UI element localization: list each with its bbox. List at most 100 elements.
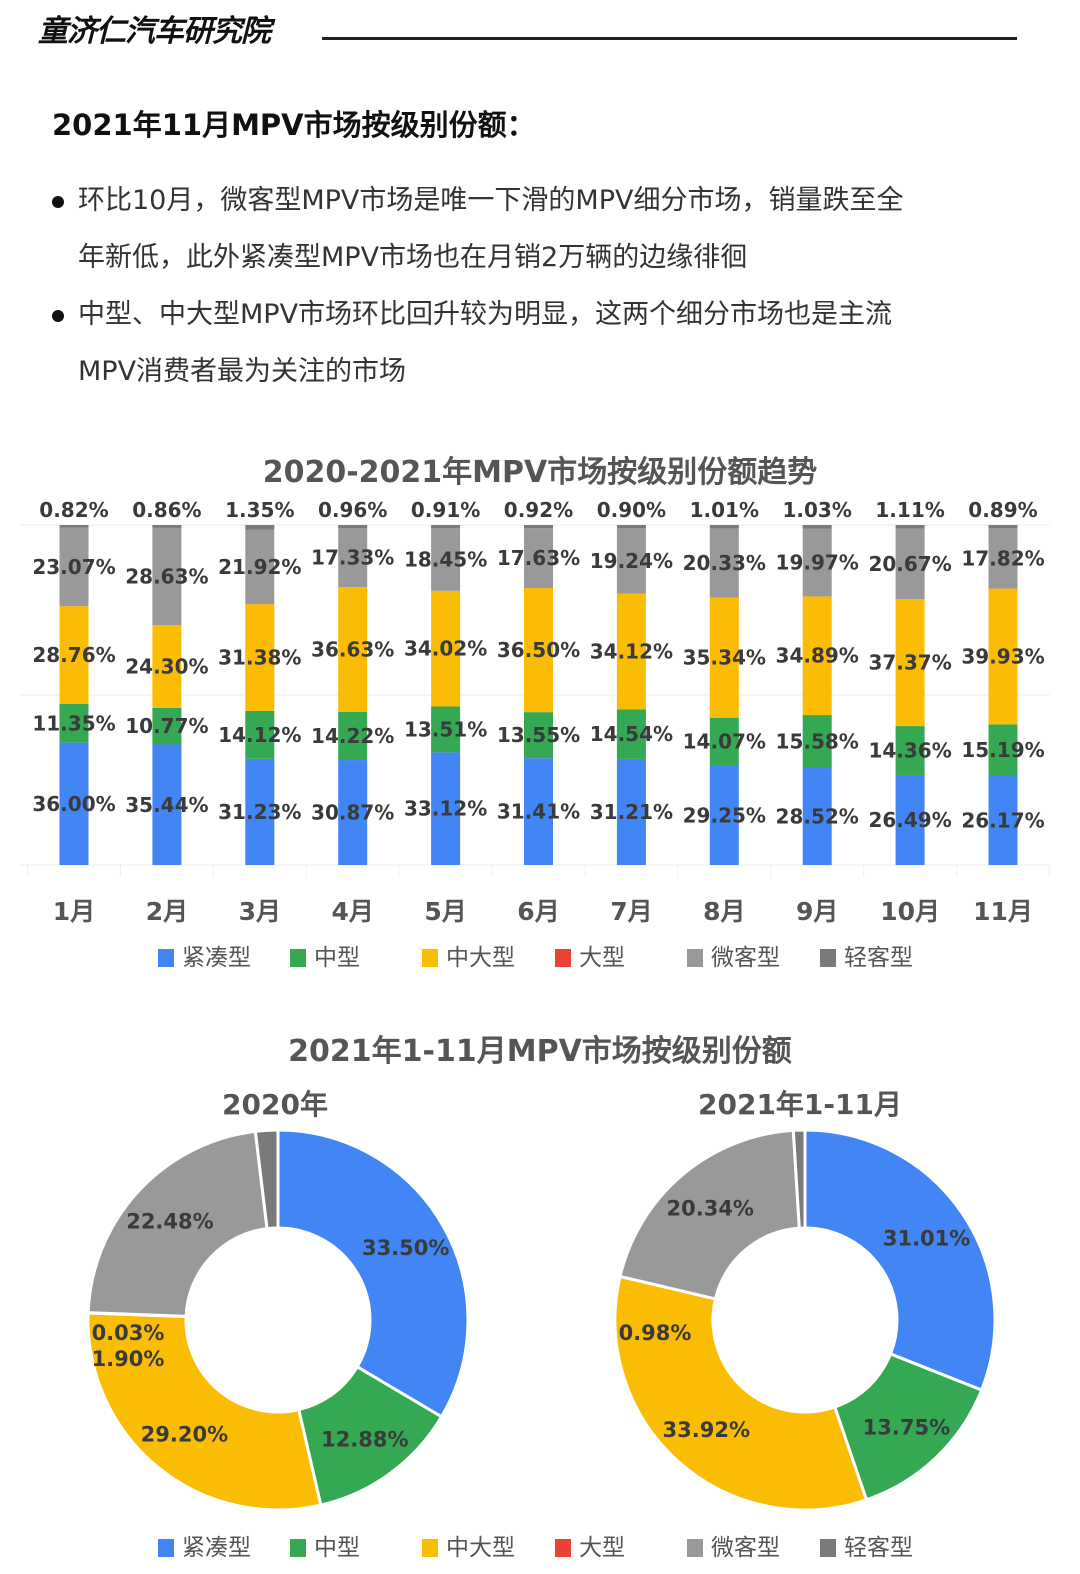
legend-label: 轻客型 [844, 1535, 913, 1561]
pie-data-label: 33.50% [362, 1236, 449, 1260]
legend-swatch-icon [422, 1539, 438, 1557]
pie-slice [791, 1128, 807, 1230]
legend-swatch-icon [687, 1539, 703, 1557]
legend-swatch-icon [820, 1539, 836, 1557]
bar-segment [431, 706, 461, 753]
bar-segment [988, 588, 1018, 725]
bar-segment [988, 525, 1018, 529]
pie-slice [618, 1128, 801, 1301]
pie-data-label: 1.90% [92, 1347, 165, 1371]
data-label: 35.44% [125, 793, 208, 817]
bar-segment [524, 588, 553, 713]
pie-group-title: 2021年1-11月MPV市场按级别份额 [288, 1034, 792, 1069]
bar-segment [709, 765, 739, 865]
x-tick-label: 7月 [610, 897, 652, 926]
x-tick-label: 2月 [146, 897, 188, 926]
bar-segment [59, 606, 89, 705]
legend-swatch-icon [158, 1539, 174, 1557]
data-label: 36.63% [311, 637, 394, 661]
data-label: 0.96% [318, 498, 387, 522]
data-label: 17.33% [311, 546, 394, 570]
bar-segment [616, 593, 646, 710]
bar-segment [616, 528, 646, 594]
bar-segment [895, 726, 925, 775]
data-label: 20.67% [868, 552, 951, 576]
data-label: 15.19% [961, 738, 1044, 762]
bar-segment [802, 715, 832, 769]
data-label: 13.51% [404, 717, 487, 741]
bar-segment [709, 525, 739, 529]
bar-segment [152, 525, 182, 528]
data-label: 0.90% [597, 498, 666, 522]
pie-data-label: 13.75% [863, 1415, 950, 1439]
legend-item: 紧凑型 [158, 1528, 251, 1562]
legend-label: 紧凑型 [182, 1535, 251, 1561]
bar-segment [431, 590, 461, 707]
legend-label: 中型 [314, 1535, 360, 1561]
bar-segment [802, 596, 832, 716]
pie-slice [86, 1129, 269, 1318]
data-label: 36.00% [32, 792, 115, 816]
bar-segment [524, 525, 553, 529]
legend-label: 紧凑型 [182, 945, 251, 971]
bar-segment [245, 758, 275, 865]
header-divider [322, 37, 1017, 40]
data-label: 14.54% [590, 722, 673, 746]
bullet-item: 中型、中大型MPV市场环比回升较为明显，这两个细分市场也是主流 MPV消费者最为… [52, 286, 1042, 400]
x-tick-label: 9月 [796, 897, 838, 926]
bar-segment [988, 528, 1018, 589]
data-label: 1.11% [875, 498, 944, 522]
bar-segment [152, 625, 182, 708]
pie-2021-title: 2021年1-11月 [698, 1088, 902, 1121]
bar-segment [895, 774, 925, 865]
bar-segment [338, 711, 368, 761]
bar-segment [802, 525, 832, 529]
data-label: 19.24% [590, 549, 673, 573]
data-label: 11.35% [32, 711, 115, 735]
x-tick-label: 1月 [53, 897, 95, 926]
pie-data-label: 0.98% [619, 1321, 692, 1345]
bar-segment [338, 760, 368, 865]
x-tick-label: 4月 [331, 897, 373, 926]
pie-slice [276, 1128, 470, 1419]
x-tick-label: 11月 [973, 897, 1033, 926]
bar-segment [895, 525, 925, 529]
data-label: 15.58% [776, 730, 859, 754]
legend-item: 微客型 [687, 1528, 780, 1562]
data-label: 0.91% [411, 498, 480, 522]
bar-segment [524, 712, 553, 759]
bar-segment [338, 587, 368, 712]
legend-label: 微客型 [711, 1535, 780, 1561]
pie-data-label: 29.20% [141, 1422, 228, 1446]
bar-segment [616, 758, 646, 865]
legend-label: 中大型 [446, 1535, 515, 1561]
legend-swatch-icon [158, 949, 174, 967]
pie-data-label: 12.88% [321, 1428, 408, 1452]
legend-label: 大型 [579, 1535, 625, 1561]
bar-segment [988, 776, 1018, 865]
bar-segment [245, 525, 275, 530]
data-label: 14.07% [683, 730, 766, 754]
pie-slice [613, 1274, 869, 1512]
legend-item: 紧凑型 [158, 938, 251, 972]
legend-swatch-icon [290, 949, 306, 967]
bar-segment [616, 525, 646, 529]
bar-chart-title: 2020-2021年MPV市场按级别份额趋势 [262, 455, 818, 490]
bar-segment [431, 528, 461, 591]
bar-segment [802, 528, 832, 597]
pie-slice [803, 1128, 997, 1393]
data-label: 14.22% [311, 724, 394, 748]
bar-segment [709, 528, 739, 598]
data-label: 35.34% [683, 646, 766, 670]
bar-segment [431, 525, 461, 529]
bar-segment [245, 529, 275, 605]
data-label: 28.63% [125, 565, 208, 589]
bar-segment [245, 604, 275, 711]
data-label: 20.33% [683, 551, 766, 575]
data-label: 26.17% [961, 809, 1044, 833]
bullet-line: 年新低，此外紧凑型MPV市场也在月销2万辆的边缘徘徊 [78, 242, 748, 273]
data-label: 30.87% [311, 801, 394, 825]
bar-segment [895, 528, 925, 600]
bar-segment [709, 717, 739, 766]
data-label: 37.37% [868, 651, 951, 675]
